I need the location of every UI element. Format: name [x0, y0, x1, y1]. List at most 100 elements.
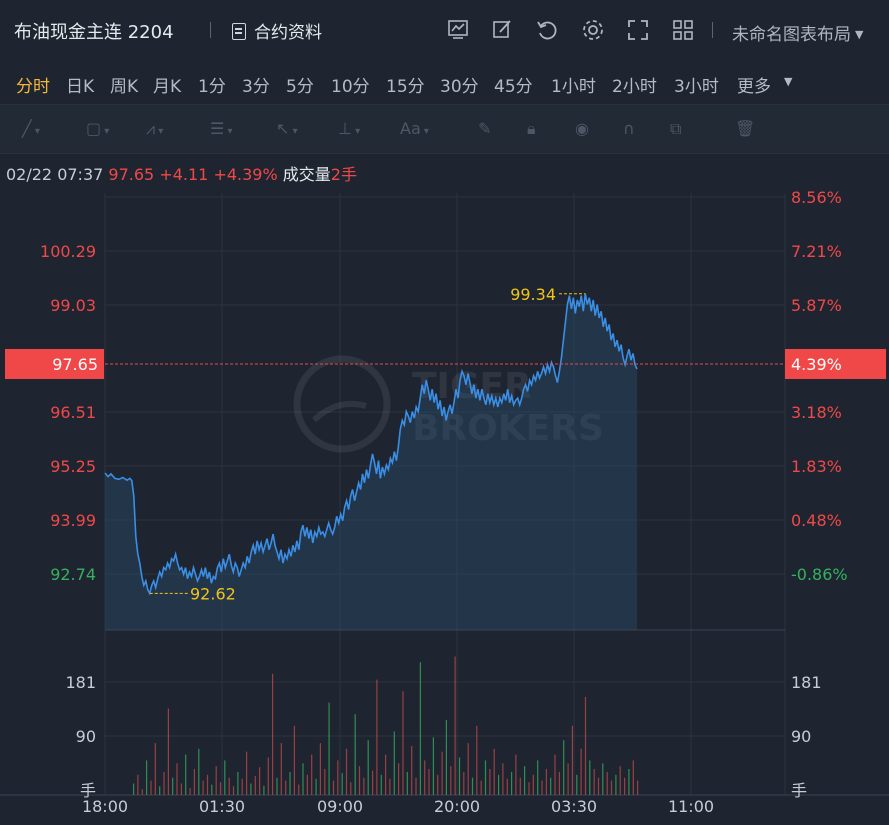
caret-down-icon: ▼ [855, 28, 864, 41]
chart-axes: 100.29 99.03 96.51 95.25 93.99 92.74 8.56% 7.21… [5, 188, 886, 816]
quote-change: +4.11 [159, 165, 209, 184]
grid-layout-icon[interactable] [671, 18, 695, 42]
brush-icon[interactable]: ✎ [478, 119, 492, 138]
volume-bar [259, 767, 261, 795]
x-tick-3: 20:00 [434, 797, 480, 816]
volume-bar [193, 769, 195, 795]
period-tab-6[interactable]: 5分 [286, 77, 314, 97]
volume-bar [519, 777, 521, 795]
text-tool-icon[interactable]: Aa ▾ [400, 119, 429, 138]
volume-bar [437, 774, 439, 795]
line-tool-icon[interactable]: ╱ ▾ [22, 119, 40, 138]
volume-bar [385, 754, 387, 795]
trash-icon[interactable]: 🗑︎ [735, 119, 756, 138]
volume-bar [389, 778, 391, 795]
volume-bar [498, 774, 500, 795]
volume-bar [146, 760, 148, 795]
volume-bar [211, 784, 213, 795]
period-tab-5[interactable]: 3分 [242, 77, 270, 97]
volume-bar [415, 777, 417, 795]
period-tab-14[interactable]: 更多 [737, 77, 771, 97]
clone-icon[interactable]: ⧉ [670, 119, 682, 138]
magnet-icon[interactable]: ∩ [623, 119, 635, 138]
period-tab-0[interactable]: 分时 [16, 77, 50, 97]
period-tab-13[interactable]: 3小时 [674, 77, 719, 97]
volume-bar [584, 696, 587, 795]
volume-tick-right-0: 181 [791, 673, 822, 692]
eye-icon[interactable]: ◉ [575, 119, 589, 138]
volume-bar [450, 766, 452, 795]
y-tick-right-7: -0.86% [791, 565, 848, 584]
volume-bar [424, 760, 426, 795]
period-tab-4[interactable]: 1分 [198, 77, 226, 97]
volume-bar [541, 780, 543, 795]
volume-bar [606, 771, 608, 795]
period-tab-3[interactable]: 月K [153, 77, 182, 97]
volume-bar [189, 788, 191, 795]
volume-bar [176, 763, 178, 795]
edit-icon[interactable] [490, 18, 514, 42]
y-tick-right-5: 1.83% [791, 457, 842, 476]
settings-icon[interactable] [581, 18, 605, 42]
measure-tool-icon[interactable]: ⊥ ▾ [338, 119, 361, 138]
y-tick-right-6: 0.48% [791, 511, 842, 530]
volume-bar [285, 780, 287, 795]
period-tab-1[interactable]: 日K [66, 77, 95, 97]
volume-bar [402, 691, 404, 795]
y-tick-left-6: 92.74 [50, 565, 96, 584]
x-tick-5: 11:00 [668, 797, 714, 816]
contract-info-button[interactable]: 合约资料 [232, 18, 322, 43]
volume-bar [263, 785, 265, 795]
period-tab-11[interactable]: 1小时 [551, 77, 596, 97]
period-tab-10[interactable]: 45分 [494, 77, 533, 97]
volume-bar [480, 780, 482, 795]
price-area-fill [105, 293, 637, 630]
lock-icon[interactable]: 🔒︎ [527, 119, 536, 138]
y-tick-left-0: 100.29 [40, 242, 96, 261]
volume-bar [589, 760, 591, 795]
volume-bar [493, 748, 495, 795]
instrument-title: 布油现金主连 2204 [14, 22, 174, 43]
intraday-chart[interactable]: TIGER BROKERS 100.29 99.03 96.51 95.25 93.99… [0, 182, 889, 825]
volume-bar [172, 777, 174, 795]
period-tab-2[interactable]: 周K [110, 77, 139, 97]
period-tab-12[interactable]: 2小时 [612, 77, 657, 97]
volume-bar [350, 782, 352, 795]
period-tab-9[interactable]: 30分 [440, 77, 479, 97]
high-label: 99.34 [510, 285, 556, 304]
quote-change-pct: +4.39% [213, 165, 278, 184]
layout-selector[interactable]: 未命名图表布局 ▼ [732, 20, 863, 45]
volume-bar [554, 754, 556, 795]
pattern-tool-icon[interactable]: ⩘ ▾ [146, 119, 164, 138]
volume-bar [580, 748, 582, 795]
fib-tool-icon[interactable]: ☰ ▾ [210, 119, 233, 138]
period-tab-7[interactable]: 10分 [331, 77, 370, 97]
volume-bar [137, 774, 139, 795]
volume-bar [506, 778, 508, 795]
volume-bar [502, 763, 504, 795]
volume-bar [563, 740, 565, 795]
refresh-icon[interactable] [535, 18, 559, 42]
chart-grid [0, 193, 889, 796]
volume-bar [476, 725, 478, 795]
rectangle-tool-icon[interactable]: ▢ ▾ [86, 119, 110, 138]
volume-bar [293, 725, 295, 795]
volume-bar [398, 763, 400, 795]
volume-bar [272, 673, 274, 795]
top-bar: 布油现金主连 2204 合约资料 未命名图表布局 ▼ [0, 0, 889, 60]
arrow-tool-icon[interactable]: ↖ ▾ [276, 119, 298, 138]
volume-bar [524, 766, 526, 795]
volume-bar [558, 771, 560, 795]
period-tab-8[interactable]: 15分 [386, 77, 425, 97]
quote-info-bar: 02/22 07:37 97.65 +4.11 +4.39% 成交量2手 [6, 161, 357, 185]
volume-bar [484, 760, 487, 795]
y-tick-left-3: 96.51 [50, 403, 96, 422]
y-tick-right-4: 3.18% [791, 403, 842, 422]
volume-bar [306, 774, 308, 795]
chart-type-icon[interactable] [446, 18, 470, 42]
fullscreen-icon[interactable] [626, 18, 650, 42]
volume-bar [545, 769, 547, 795]
volume-bar [345, 748, 348, 795]
volume-bar [363, 777, 365, 795]
current-price-badge [5, 349, 104, 379]
